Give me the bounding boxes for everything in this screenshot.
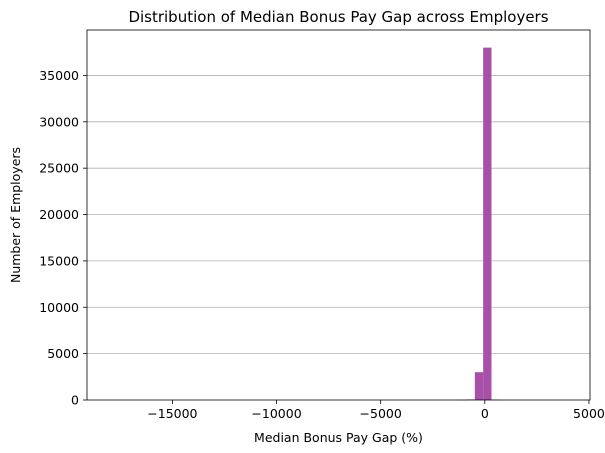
y-tick-label: 5000 bbox=[47, 346, 79, 361]
chart-title: Distribution of Median Bonus Pay Gap acr… bbox=[128, 8, 548, 26]
y-tick-label: 35000 bbox=[39, 68, 79, 83]
x-tick-label: −10000 bbox=[251, 406, 301, 421]
y-axis-ticks: 0 5000 10000 15000 20000 25000 30000 35000 bbox=[39, 68, 87, 408]
x-axis-ticks: −15000 −10000 −5000 0 5000 bbox=[147, 400, 605, 421]
y-tick-label: 25000 bbox=[39, 161, 79, 176]
x-tick-label: 5000 bbox=[573, 406, 605, 421]
y-axis-label: Number of Employers bbox=[8, 147, 23, 283]
x-tick-label: −15000 bbox=[147, 406, 197, 421]
y-tick-label: 0 bbox=[71, 393, 79, 408]
histogram-bar bbox=[483, 47, 492, 400]
x-axis-label: Median Bonus Pay Gap (%) bbox=[254, 430, 423, 445]
y-tick-label: 15000 bbox=[39, 253, 79, 268]
x-tick-label: 0 bbox=[481, 406, 489, 421]
histogram-bar bbox=[474, 372, 484, 400]
y-tick-label: 30000 bbox=[39, 114, 79, 129]
x-tick-label: −5000 bbox=[360, 406, 402, 421]
y-tick-label: 20000 bbox=[39, 207, 79, 222]
plot-area-frame bbox=[86, 29, 591, 401]
gridlines bbox=[87, 75, 590, 355]
y-tick-label: 10000 bbox=[39, 300, 79, 315]
